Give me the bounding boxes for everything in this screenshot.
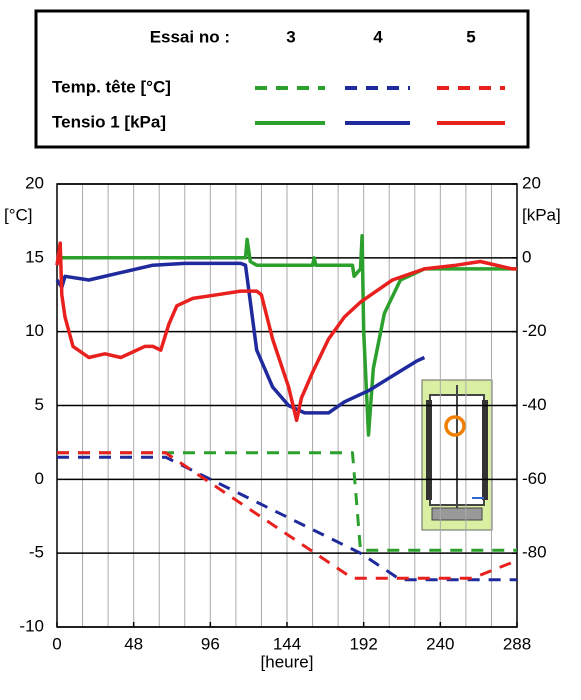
y2-tick-label: 20 [522, 173, 541, 192]
inset-diagram [421, 379, 493, 531]
y2-tick-label: -60 [522, 469, 547, 488]
y2-tick-label: -80 [522, 543, 547, 562]
y-tick-label: -5 [29, 543, 44, 562]
x-tick-label: 48 [124, 634, 143, 653]
y2-tick-label: -40 [522, 395, 547, 414]
x-tick-label: 96 [201, 634, 220, 653]
data-line [57, 451, 517, 552]
legend-column-label: 3 [286, 27, 295, 46]
x-tick-label: 240 [426, 634, 454, 653]
data-line [55, 261, 426, 415]
y-tick-label: 0 [35, 469, 44, 488]
y-tick-label: 5 [35, 395, 44, 414]
legend-column-label: 4 [373, 27, 383, 46]
legend-title: Essai no : [150, 27, 230, 46]
data-line [57, 233, 517, 437]
x-tick-label: 192 [349, 634, 377, 653]
data-line [55, 241, 517, 423]
y-tick-label: 15 [25, 247, 44, 266]
y-tick-label: 20 [25, 173, 44, 192]
y2-axis-label: [kPa] [522, 205, 561, 224]
plot-frame [56, 183, 518, 628]
legend-column-label: 5 [466, 27, 475, 46]
x-tick-label: 144 [273, 634, 301, 653]
y-tick-label: 10 [25, 321, 44, 340]
legend-box [34, 9, 530, 149]
y2-tick-label: -20 [522, 321, 547, 340]
data-line [57, 455, 517, 582]
y2-tick-label: 0 [522, 247, 531, 266]
legend-label: Tensio 1 [kPa] [52, 112, 166, 131]
legend-label: Temp. tête [°C] [52, 77, 171, 96]
y-tick-label: -10 [19, 616, 44, 635]
y-axis-label: [°C] [4, 205, 33, 224]
x-tick-label: 288 [503, 634, 531, 653]
x-axis-label: [heure] [261, 652, 314, 671]
x-tick-label: 0 [52, 634, 61, 653]
data-line [57, 451, 518, 580]
